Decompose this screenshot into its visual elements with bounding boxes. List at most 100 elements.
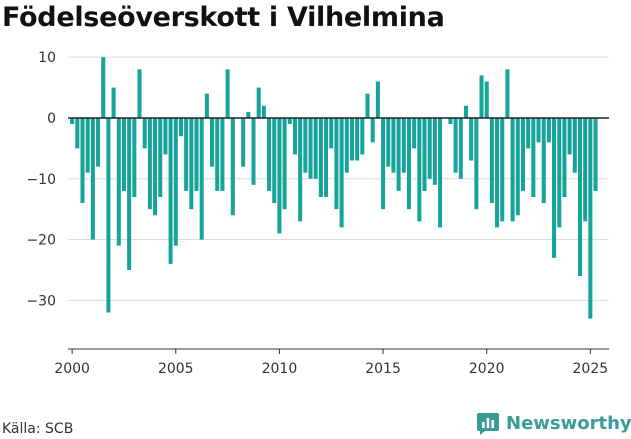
grid-lines bbox=[68, 56, 609, 301]
bar bbox=[220, 117, 225, 191]
source-note: Källa: SCB bbox=[2, 421, 74, 437]
bar bbox=[111, 87, 116, 118]
bar bbox=[256, 87, 261, 118]
bar bbox=[189, 117, 194, 210]
bar bbox=[375, 81, 380, 118]
bar bbox=[204, 93, 209, 118]
bar bbox=[489, 117, 494, 204]
x-tick-label: 2015 bbox=[365, 361, 401, 377]
bar bbox=[572, 117, 577, 173]
bar bbox=[458, 117, 463, 179]
bar bbox=[448, 117, 453, 125]
bar bbox=[101, 57, 106, 118]
x-axis-ticks: 2000 2005 2010 2015 2020 2025 bbox=[54, 349, 608, 377]
bar bbox=[412, 117, 417, 149]
bar bbox=[406, 117, 411, 210]
bars bbox=[70, 57, 598, 319]
x-tick-label: 2000 bbox=[54, 361, 90, 377]
bar bbox=[324, 117, 329, 197]
bar bbox=[75, 117, 80, 149]
bar bbox=[132, 117, 137, 197]
bar bbox=[381, 117, 386, 210]
bar bbox=[396, 117, 401, 191]
bar bbox=[173, 117, 178, 246]
bar bbox=[546, 117, 551, 143]
bar bbox=[334, 117, 339, 210]
bar bbox=[417, 117, 422, 222]
bar bbox=[158, 117, 163, 197]
bar bbox=[199, 117, 204, 240]
bar bbox=[453, 117, 458, 173]
bar bbox=[495, 117, 500, 228]
bar bbox=[427, 117, 432, 179]
chart-title: Födelseöverskott i Vilhelmina bbox=[2, 2, 445, 33]
bar bbox=[479, 75, 484, 118]
bar bbox=[153, 117, 158, 216]
bar bbox=[225, 69, 230, 118]
y-tick-label: 0 bbox=[47, 111, 56, 127]
bar bbox=[127, 117, 132, 270]
bar bbox=[292, 117, 297, 155]
bar bbox=[552, 117, 557, 258]
bar bbox=[137, 69, 142, 118]
bar bbox=[318, 117, 323, 197]
bar bbox=[583, 117, 588, 222]
bar bbox=[474, 117, 479, 210]
bar bbox=[510, 117, 515, 222]
bar bbox=[308, 117, 313, 179]
bar bbox=[541, 117, 546, 204]
bar bbox=[370, 117, 375, 143]
bar bbox=[386, 117, 391, 167]
bar bbox=[210, 117, 215, 167]
x-tick-label: 2010 bbox=[262, 361, 298, 377]
bar bbox=[588, 117, 593, 319]
bar bbox=[184, 117, 189, 191]
bar bbox=[246, 111, 251, 118]
y-tick-label: −30 bbox=[26, 293, 56, 309]
bar bbox=[557, 117, 562, 228]
bar bbox=[432, 117, 437, 185]
bar bbox=[70, 117, 75, 125]
bar bbox=[520, 117, 525, 191]
bar bbox=[298, 117, 303, 222]
bar bbox=[282, 117, 287, 210]
bar bbox=[287, 117, 292, 125]
y-tick-label: 10 bbox=[38, 50, 56, 66]
bar bbox=[567, 117, 572, 155]
x-tick-label: 2005 bbox=[158, 361, 194, 377]
x-tick-label: 2020 bbox=[469, 361, 505, 377]
bar bbox=[562, 117, 567, 197]
bar bbox=[577, 117, 582, 277]
bar bbox=[344, 117, 349, 173]
bar bbox=[230, 117, 235, 216]
bar bbox=[90, 117, 95, 240]
bar bbox=[365, 93, 370, 118]
bar bbox=[500, 117, 505, 222]
bar bbox=[121, 117, 126, 191]
bar bbox=[515, 117, 520, 216]
bar bbox=[106, 117, 111, 313]
bar bbox=[349, 117, 354, 161]
bar bbox=[438, 117, 443, 228]
bar bbox=[194, 117, 199, 191]
bar bbox=[277, 117, 282, 234]
bar bbox=[178, 117, 183, 137]
newsworthy-logo-icon bbox=[477, 413, 499, 435]
y-axis-ticks: 10 0 −10 −20 −30 bbox=[26, 50, 56, 309]
bar bbox=[272, 117, 277, 204]
bar bbox=[329, 117, 334, 149]
bar bbox=[85, 117, 90, 173]
bar bbox=[484, 81, 489, 118]
bar bbox=[96, 117, 101, 167]
bar bbox=[116, 117, 121, 246]
bar bbox=[241, 117, 246, 167]
bar-chart: 10 0 −10 −20 −30 2000 2005 2010 2015 2020 2025 bbox=[26, 50, 609, 377]
bar bbox=[360, 117, 365, 155]
brand-logo[interactable]: Newsworthy bbox=[476, 409, 631, 437]
bar bbox=[505, 69, 510, 118]
bar bbox=[355, 117, 360, 161]
bar bbox=[267, 117, 272, 191]
bar bbox=[526, 117, 531, 149]
brand-name: Newsworthy bbox=[506, 412, 631, 434]
bar bbox=[531, 117, 536, 197]
